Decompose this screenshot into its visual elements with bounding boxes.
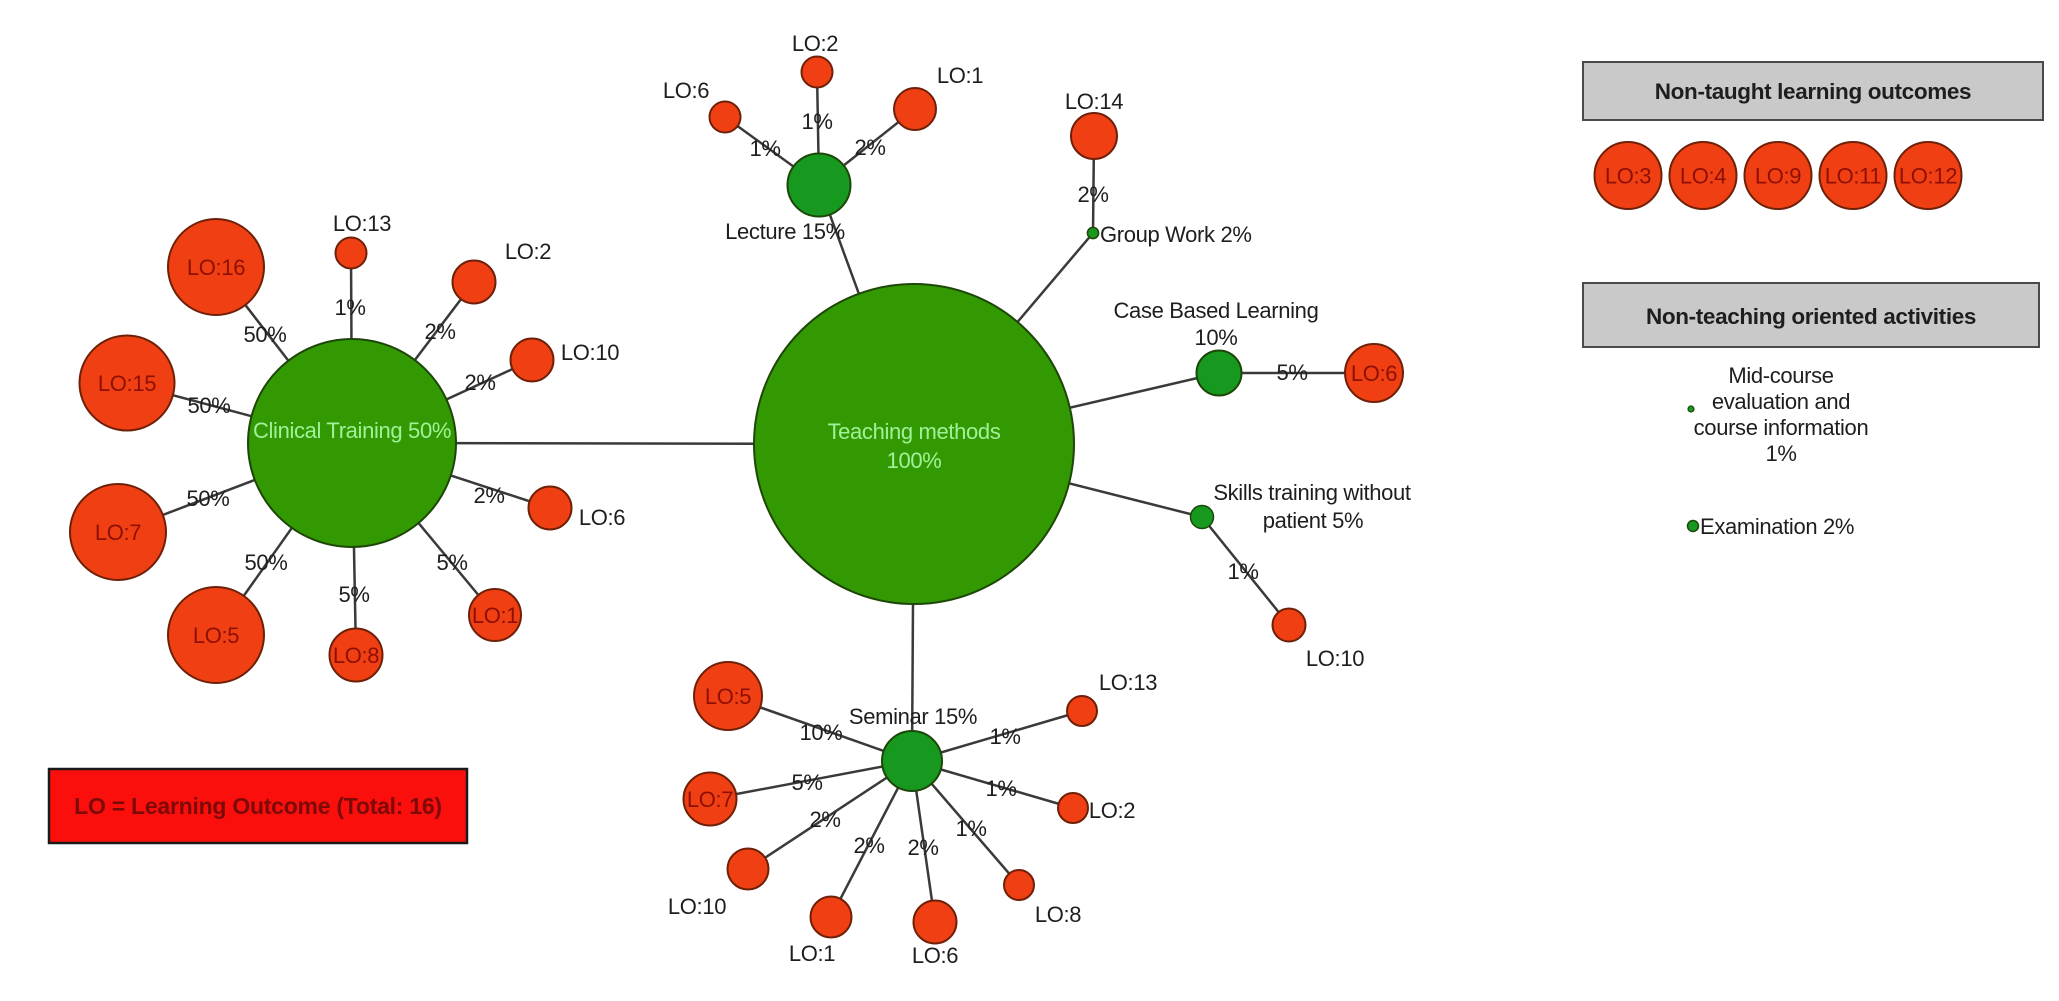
svg-text:LO:1: LO:1 — [472, 603, 518, 628]
svg-text:2%: 2% — [424, 319, 455, 344]
svg-text:LO:16: LO:16 — [187, 255, 245, 280]
svg-text:LO:8: LO:8 — [333, 643, 379, 668]
svg-text:1%: 1% — [749, 136, 780, 161]
svg-text:LO:2: LO:2 — [792, 31, 838, 56]
svg-text:LO:6: LO:6 — [663, 78, 709, 103]
svg-text:LO:6: LO:6 — [912, 943, 958, 968]
svg-text:Case Based Learning: Case Based Learning — [1114, 298, 1319, 323]
svg-text:2%: 2% — [473, 483, 504, 508]
svg-text:1%: 1% — [955, 816, 986, 841]
svg-text:50%: 50% — [188, 393, 231, 418]
svg-text:LO:15: LO:15 — [98, 371, 156, 396]
svg-text:LO:12: LO:12 — [1899, 164, 1957, 189]
svg-text:1%: 1% — [1227, 559, 1258, 584]
svg-text:Non-teaching oriented activiti: Non-teaching oriented activities — [1646, 304, 1976, 329]
svg-text:LO:6: LO:6 — [1351, 361, 1397, 386]
svg-text:5%: 5% — [1276, 360, 1307, 385]
svg-text:LO:14: LO:14 — [1065, 89, 1123, 114]
svg-text:LO:11: LO:11 — [1825, 164, 1882, 189]
svg-text:2%: 2% — [854, 135, 885, 160]
svg-text:LO:1: LO:1 — [937, 63, 983, 88]
svg-text:LO:4: LO:4 — [1680, 164, 1726, 189]
svg-text:2%: 2% — [464, 370, 495, 395]
svg-text:5%: 5% — [791, 770, 822, 795]
svg-text:LO:5: LO:5 — [193, 623, 239, 648]
svg-text:50%: 50% — [244, 322, 287, 347]
svg-text:LO:2: LO:2 — [1089, 798, 1135, 823]
svg-text:LO:5: LO:5 — [705, 684, 751, 709]
svg-text:LO:1: LO:1 — [789, 941, 835, 966]
svg-text:LO:13: LO:13 — [1099, 670, 1157, 695]
svg-text:LO:3: LO:3 — [1605, 164, 1651, 189]
svg-text:1%: 1% — [801, 109, 832, 134]
svg-text:patient 5%: patient 5% — [1263, 508, 1363, 533]
svg-text:Group Work 2%: Group Work 2% — [1100, 222, 1252, 247]
svg-text:1%: 1% — [334, 295, 365, 320]
svg-text:LO:6: LO:6 — [579, 505, 625, 530]
svg-text:5%: 5% — [436, 550, 467, 575]
svg-text:Mid-course: Mid-course — [1728, 363, 1833, 388]
svg-text:LO:8: LO:8 — [1035, 902, 1081, 927]
svg-text:2%: 2% — [853, 833, 884, 858]
svg-text:Examination 2%: Examination 2% — [1700, 514, 1854, 539]
svg-text:LO = Learning Outcome (Total:: LO = Learning Outcome (Total: 16) — [74, 793, 442, 819]
svg-text:1%: 1% — [989, 724, 1020, 749]
svg-text:LO:2: LO:2 — [505, 239, 551, 264]
svg-text:2%: 2% — [1077, 182, 1108, 207]
svg-text:evaluation and: evaluation and — [1712, 389, 1850, 414]
svg-text:50%: 50% — [187, 486, 230, 511]
svg-text:Clinical Training 50%: Clinical Training 50% — [253, 418, 451, 443]
svg-text:LO:7: LO:7 — [95, 520, 141, 545]
svg-text:LO:9: LO:9 — [1755, 164, 1801, 189]
svg-text:LO:10: LO:10 — [561, 340, 619, 365]
svg-text:2%: 2% — [809, 807, 840, 832]
svg-text:1%: 1% — [985, 776, 1016, 801]
svg-text:LO:10: LO:10 — [1306, 646, 1364, 671]
svg-text:10%: 10% — [1195, 325, 1238, 350]
svg-text:100%: 100% — [887, 448, 942, 473]
svg-text:Seminar 15%: Seminar 15% — [849, 704, 977, 729]
svg-text:1%: 1% — [1765, 441, 1796, 466]
svg-text:Skills training without: Skills training without — [1213, 480, 1411, 505]
svg-text:2%: 2% — [907, 835, 938, 860]
svg-text:LO:10: LO:10 — [668, 894, 726, 919]
svg-text:Non-taught learning outcomes: Non-taught learning outcomes — [1655, 79, 1971, 104]
svg-text:course information: course information — [1694, 415, 1869, 440]
svg-text:LO:7: LO:7 — [687, 787, 733, 812]
svg-text:Teaching methods: Teaching methods — [828, 419, 1001, 444]
svg-text:5%: 5% — [338, 582, 369, 607]
svg-text:10%: 10% — [800, 720, 843, 745]
svg-text:LO:13: LO:13 — [333, 211, 391, 236]
svg-text:50%: 50% — [245, 550, 288, 575]
svg-text:Lecture 15%: Lecture 15% — [725, 219, 845, 244]
